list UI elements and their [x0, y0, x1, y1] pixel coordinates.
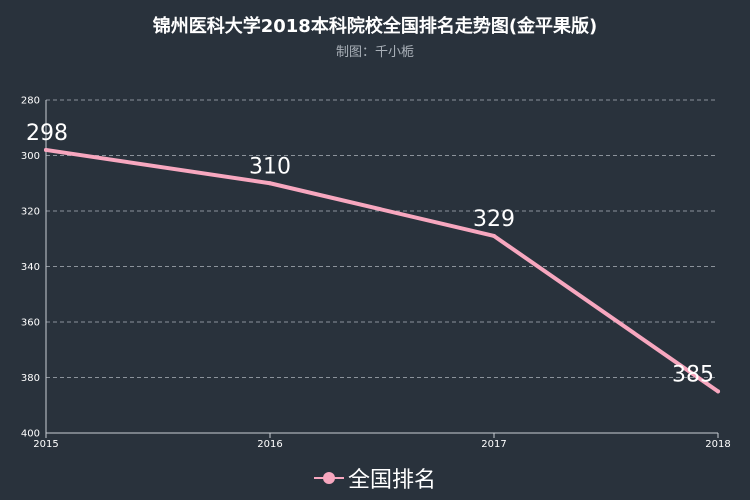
data-labels: 298 310 329 385 [26, 121, 714, 387]
x-tick-label: 2017 [481, 439, 506, 450]
data-point [716, 389, 720, 394]
y-tick-label: 400 [21, 429, 40, 440]
x-tick-label: 2018 [705, 439, 730, 450]
y-tick-label: 320 [21, 207, 40, 218]
x-tick-label: 2016 [257, 439, 282, 450]
x-axis [45, 100, 719, 438]
y-axis-ticks: 280 300 320 340 360 380 400 [21, 96, 40, 440]
data-label: 329 [473, 207, 515, 232]
x-axis-ticks: 2015 2016 2017 2018 [33, 439, 730, 450]
data-point [268, 181, 272, 186]
data-point [44, 147, 48, 152]
data-label: 310 [249, 154, 291, 179]
y-tick-label: 280 [21, 96, 40, 107]
y-tick-label: 300 [21, 151, 40, 162]
chart-subtitle: 制图：千小栀 [335, 45, 414, 60]
grid-lines [46, 99, 718, 378]
data-label: 298 [26, 121, 68, 146]
legend-swatch-icon [313, 472, 344, 484]
data-point [492, 233, 496, 238]
chart-title: 锦州医科大学2018本科院校全国排名走势图(金平果版) [152, 16, 598, 37]
x-tick-label: 2015 [33, 439, 58, 450]
series-line [44, 147, 720, 394]
series-group [44, 147, 720, 394]
y-tick-label: 380 [21, 373, 40, 384]
legend-label: 全国排名 [347, 468, 436, 493]
y-tick-label: 340 [21, 262, 40, 273]
data-label: 385 [672, 362, 714, 387]
legend[interactable]: 全国排名 [0, 462, 750, 494]
y-tick-label: 360 [21, 318, 40, 329]
